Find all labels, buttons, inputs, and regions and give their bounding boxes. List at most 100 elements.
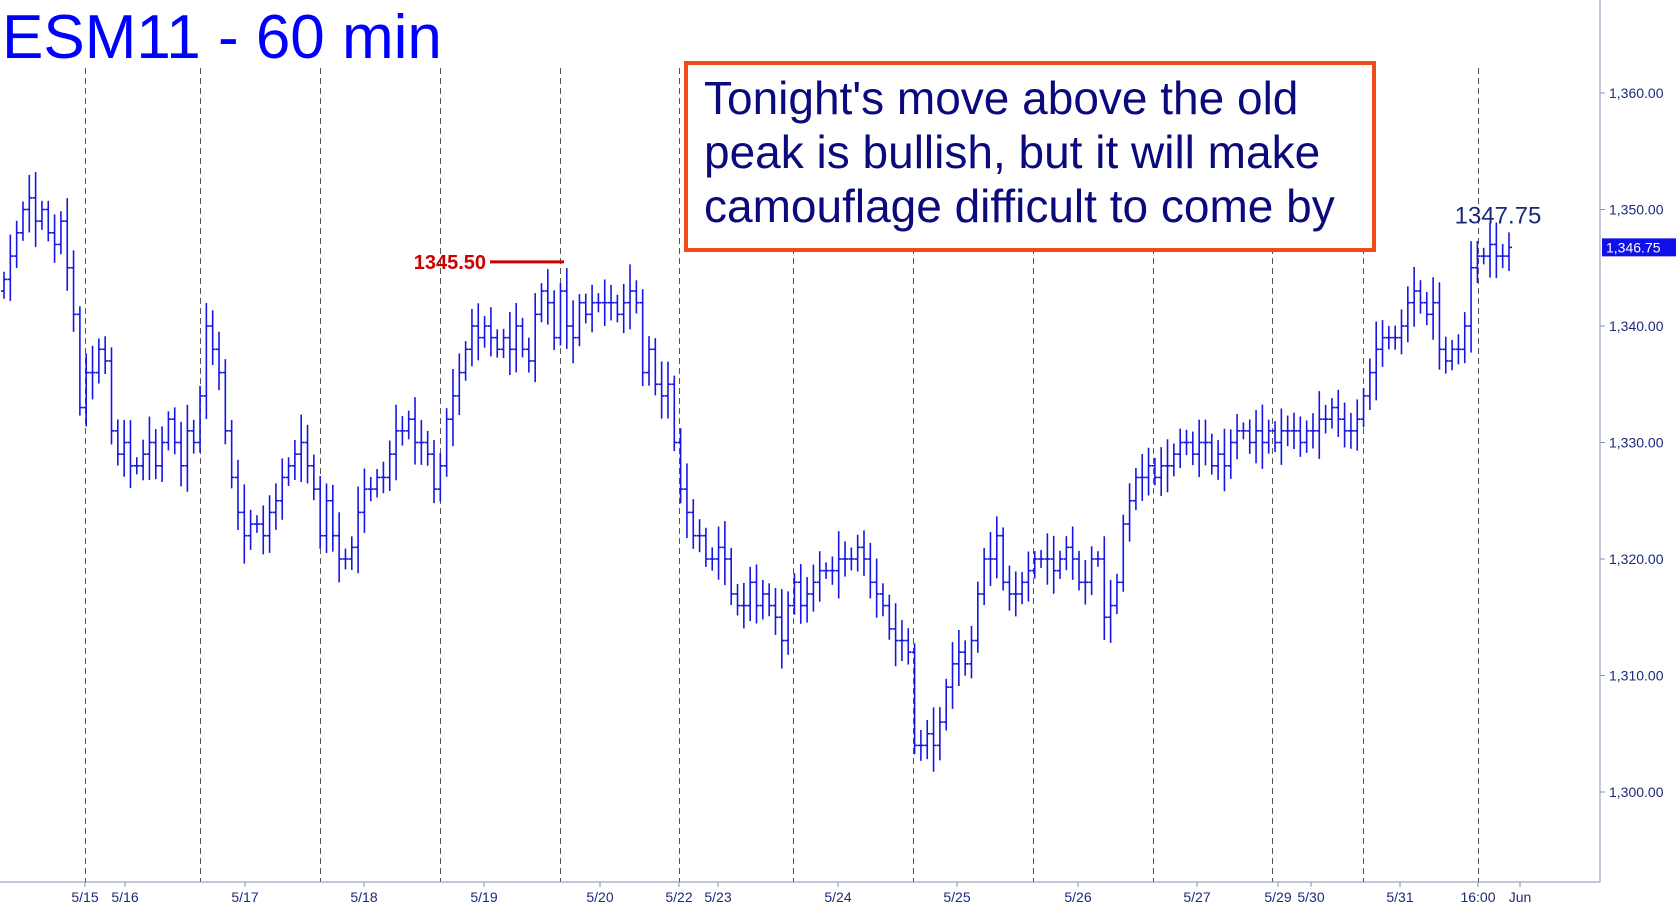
y-tick-label-1330: 1,330.00 bbox=[1609, 435, 1664, 451]
ohlc-bar-76 bbox=[475, 303, 482, 361]
ohlc-bar-67 bbox=[418, 420, 425, 465]
ohlc-bar-35 bbox=[216, 331, 222, 391]
ohlc-bar-176 bbox=[1107, 579, 1114, 643]
ohlc-bar-37 bbox=[228, 419, 235, 489]
last-price-tag-bg bbox=[1602, 238, 1676, 257]
ohlc-bar-117 bbox=[734, 584, 741, 616]
ohlc-bar-233 bbox=[1468, 241, 1475, 353]
ohlc-bar-18 bbox=[108, 347, 115, 445]
ohlc-bar-223 bbox=[1404, 286, 1411, 343]
ohlc-bar-14 bbox=[83, 353, 90, 427]
ohlc-bar-164 bbox=[1031, 551, 1038, 579]
ohlc-bar-137 bbox=[861, 530, 867, 576]
ohlc-bar-177 bbox=[1113, 573, 1120, 615]
x-tick-label-8: 5/23 bbox=[704, 889, 731, 905]
ohlc-bar-153 bbox=[962, 640, 969, 676]
ohlc-bar-8 bbox=[45, 200, 52, 242]
y-tick-label-1340: 1,340.00 bbox=[1609, 318, 1664, 334]
ohlc-bar-3 bbox=[13, 220, 20, 269]
ohlc-bar-238 bbox=[1499, 244, 1506, 269]
ohlc-bar-111 bbox=[696, 519, 703, 553]
ohlc-bar-203 bbox=[1278, 408, 1285, 465]
ohlc-bar-24 bbox=[146, 416, 153, 481]
ohlc-bar-178 bbox=[1120, 514, 1127, 592]
x-tick-label-12: 5/27 bbox=[1183, 889, 1210, 905]
ohlc-bar-147 bbox=[924, 720, 931, 760]
ohlc-bar-47 bbox=[291, 439, 298, 480]
ohlc-bar-33 bbox=[203, 302, 210, 419]
ohlc-bar-86 bbox=[538, 283, 545, 323]
x-tick-label-1: 5/15 bbox=[71, 889, 98, 905]
annotation-line-2: peak is bullish, but it will make bbox=[704, 126, 1321, 178]
ohlc-bar-116 bbox=[728, 547, 735, 606]
ohlc-bar-231 bbox=[1455, 334, 1462, 365]
ohlc-bar-230 bbox=[1449, 339, 1456, 371]
ohlc-bar-152 bbox=[955, 629, 962, 687]
ohlc-bar-186 bbox=[1170, 443, 1177, 477]
ohlc-bar-140 bbox=[879, 583, 886, 617]
ohlc-bar-172 bbox=[1082, 560, 1089, 605]
x-tick-label-5: 5/19 bbox=[470, 889, 497, 905]
ohlc-bar-63 bbox=[393, 404, 400, 481]
ohlc-bar-85 bbox=[532, 293, 539, 383]
ohlc-bar-9 bbox=[51, 214, 58, 263]
ohlc-bar-198 bbox=[1246, 419, 1253, 454]
ohlc-bar-163 bbox=[1025, 551, 1032, 602]
ohlc-bar-104 bbox=[652, 338, 659, 396]
ohlc-bar-200 bbox=[1259, 404, 1266, 469]
ohlc-bar-92 bbox=[576, 294, 583, 347]
ohlc-bar-190 bbox=[1196, 419, 1203, 478]
x-tick-label-16: 16:00 bbox=[1460, 889, 1495, 905]
ohlc-bar-151 bbox=[949, 642, 956, 709]
ohlc-bar-123 bbox=[772, 587, 779, 635]
ohlc-bar-215 bbox=[1354, 399, 1361, 451]
ohlc-bar-235 bbox=[1480, 247, 1487, 265]
ohlc-bar-201 bbox=[1265, 419, 1272, 454]
ohlc-bar-224 bbox=[1411, 267, 1418, 327]
ohlc-bar-95 bbox=[595, 293, 602, 313]
new-high-label: 1347.75 bbox=[1455, 203, 1542, 230]
ohlc-bar-133 bbox=[835, 531, 842, 599]
ohlc-bar-114 bbox=[715, 526, 722, 580]
chart-title: ESM11 - 60 min bbox=[2, 3, 442, 72]
ohlc-bar-121 bbox=[759, 580, 766, 620]
ohlc-bar-119 bbox=[747, 566, 754, 622]
ohlc-bar-90 bbox=[563, 268, 570, 349]
ohlc-bar-10 bbox=[57, 211, 64, 255]
ohlc-bar-41 bbox=[253, 515, 260, 533]
x-tick-label-3: 5/17 bbox=[231, 889, 258, 905]
ohlc-bar-131 bbox=[823, 562, 830, 579]
ohlc-bar-56 bbox=[348, 536, 355, 570]
ohlc-bar-109 bbox=[683, 463, 690, 539]
ohlc-bar-166 bbox=[1044, 533, 1051, 585]
ohlc-bar-21 bbox=[127, 420, 134, 489]
ohlc-bar-46 bbox=[285, 457, 292, 486]
ohlc-bar-214 bbox=[1347, 412, 1354, 449]
ohlc-bar-169 bbox=[1063, 536, 1070, 571]
ohlc-bar-103 bbox=[646, 336, 652, 386]
ohlc-bar-168 bbox=[1057, 550, 1064, 579]
ohlc-bar-27 bbox=[165, 411, 172, 451]
ohlc-bar-129 bbox=[810, 564, 817, 612]
ohlc-bar-74 bbox=[462, 341, 469, 381]
ohlc-bar-54 bbox=[336, 512, 343, 583]
x-tick-label-14: 5/30 bbox=[1297, 889, 1324, 905]
ohlc-bar-26 bbox=[159, 426, 166, 482]
ohlc-bar-192 bbox=[1208, 433, 1215, 475]
ohlc-bar-228 bbox=[1436, 282, 1443, 370]
ohlc-bar-17 bbox=[102, 336, 109, 375]
ohlc-bar-212 bbox=[1335, 389, 1342, 437]
ohlc-bar-32 bbox=[197, 385, 204, 453]
ohlc-bar-127 bbox=[797, 564, 804, 624]
ohlc-bar-159 bbox=[1000, 527, 1007, 591]
ohlc-bar-207 bbox=[1303, 420, 1310, 453]
ohlc-bar-82 bbox=[513, 302, 520, 373]
ohlc-bar-222 bbox=[1398, 309, 1405, 355]
annotation-line-3: camouflage difficult to come by bbox=[704, 180, 1335, 232]
ohlc-bar-132 bbox=[829, 556, 836, 585]
ohlc-bar-38 bbox=[234, 459, 241, 531]
ohlc-bar-13 bbox=[76, 306, 83, 416]
ohlc-bar-143 bbox=[898, 620, 905, 661]
ohlc-bar-142 bbox=[892, 603, 899, 667]
ohlc-bar-145 bbox=[911, 643, 918, 755]
